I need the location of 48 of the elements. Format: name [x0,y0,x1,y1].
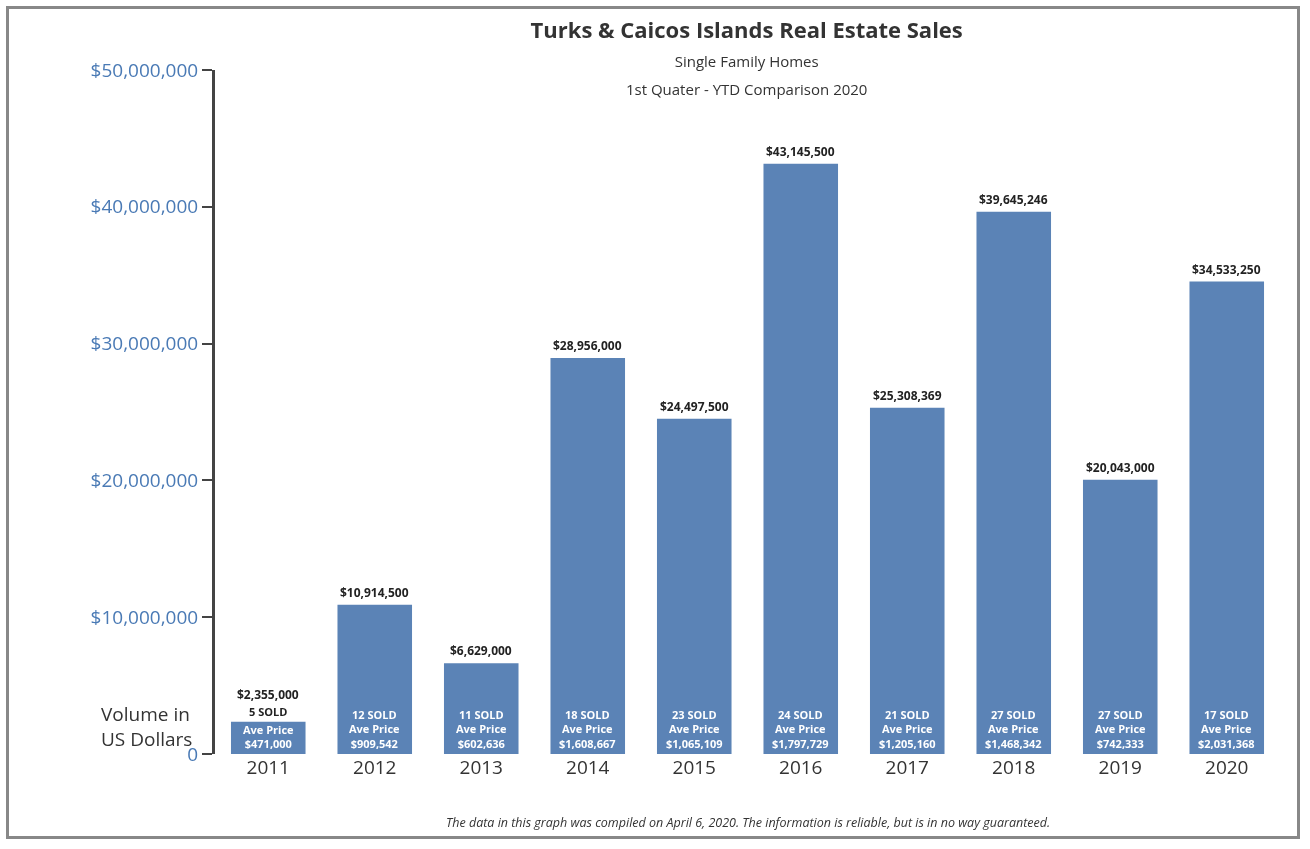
annotation: 27 SOLD Ave Price $1,468,342 [985,707,1042,751]
x-tick-label: 2015 [672,754,716,780]
text: The data in this graph was compiled on April 6, 2020. The information is reliable, but is in no way guaranteed. [446,814,1051,831]
annotation: 17 SOLD Ave Price $2,031,368 [1198,707,1255,751]
data-label: $20,043,000 [1086,459,1155,476]
data-label: $43,145,500 [766,143,835,160]
x-tick-label: 2020 [1205,754,1249,780]
bar [976,211,1052,754]
x-tick-label: 2011 [246,754,290,780]
y-tick-label: $20,000,000 [90,467,199,494]
bar [443,663,519,754]
bar [656,418,732,754]
y-tick-label: $10,000,000 [90,603,199,630]
bar [1082,479,1158,754]
bar [869,407,945,754]
x-tick-label: 2013 [459,754,503,780]
annotation: Ave Price $471,000 [243,722,295,752]
y-tick-label: $50,000,000 [90,56,199,83]
data-label: $25,308,369 [873,387,942,404]
annotation: 11 SOLD Ave Price $602,636 [456,707,508,751]
annotation: 24 SOLD Ave Price $1,797,729 [772,707,829,751]
y-tick-label: $40,000,000 [90,193,199,220]
x-tick-label: 2014 [566,754,610,780]
bar [763,163,839,754]
annotation: 21 SOLD Ave Price $1,205,160 [879,707,936,751]
data-label: $28,956,000 [553,337,622,354]
x-tick-label: 2019 [1098,754,1142,780]
data-label: $2,355,000 [237,686,299,703]
chart-subtitle: Single Family Homes 1st Quater - YTD Comparison 2020 [625,50,868,100]
bar [337,604,413,754]
data-label: $24,497,500 [660,398,729,415]
annotation: 27 SOLD Ave Price $742,333 [1095,707,1147,751]
data-label: $10,914,500 [340,584,409,601]
bar [550,357,626,754]
x-tick-label: 2017 [885,754,929,780]
chart-title: Turks & Caicos Islands Real Estate Sales [530,14,963,45]
bar [1189,281,1265,754]
x-tick-label: 2016 [779,754,823,780]
annotation: 12 SOLD Ave Price $909,542 [349,707,401,751]
x-tick-label: 2018 [992,754,1036,780]
data-label: $34,533,250 [1192,261,1261,278]
annotation: 18 SOLD Ave Price $1,608,667 [559,707,616,751]
data-label: $39,645,246 [979,191,1048,208]
y-tick-label: $30,000,000 [90,330,199,357]
x-tick-label: 2012 [353,754,397,780]
annotation: 5 SOLD [249,704,288,719]
data-label: $6,629,000 [450,642,512,659]
annotation: 23 SOLD Ave Price $1,065,109 [666,707,723,751]
